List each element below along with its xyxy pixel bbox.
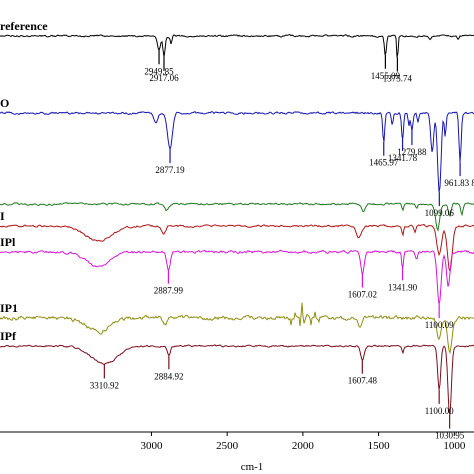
peak-label: 2877.19 — [155, 165, 185, 175]
series-label-ipf: IPf — [0, 329, 17, 343]
peak-label: 1465.97 — [369, 158, 399, 168]
peak-label: 1341.78 — [388, 153, 418, 163]
series-label-o: O — [0, 96, 9, 110]
peak-label: 2949.85 — [144, 66, 174, 76]
peak-label: 1100.09 — [425, 320, 454, 330]
spectrum-line-ip1 — [0, 302, 474, 355]
peak-label: 2917.06 — [149, 73, 179, 83]
series-label-reference: reference — [0, 19, 48, 33]
peak-label: 961.83 8 — [444, 178, 474, 188]
peak-label: 1279.88 — [397, 147, 427, 157]
peak-label: 1607.02 — [348, 290, 377, 300]
spectrum-line-series-3 — [0, 202, 474, 232]
peak-label: 3310.92 — [90, 380, 119, 390]
series-label-ipl: IPl — [0, 235, 16, 249]
peak-label: 1341.90 — [388, 282, 418, 292]
series-label-group: reference O I IPl IP1 IPf — [0, 19, 48, 343]
x-axis: 3000 2500 2000 1500 1000 — [0, 431, 474, 452]
x-tick-label: 1000 — [443, 440, 466, 452]
spectrum-line-ipf — [0, 344, 474, 415]
series-label-i: I — [0, 209, 5, 223]
x-tick-label: 1500 — [368, 440, 391, 452]
peak-label: 1030.95 — [435, 431, 465, 441]
x-axis-label: cm-1 — [241, 461, 264, 473]
peak-label: 2887.99 — [154, 286, 184, 296]
series-label-ip1: IP1 — [0, 301, 18, 315]
x-tick-label: 2000 — [292, 440, 315, 452]
peak-label: 1607.48 — [348, 376, 378, 386]
peak-label: 1375.74 — [383, 74, 413, 84]
spectrum-line-ipl — [0, 249, 474, 305]
peak-label: 2884.92 — [154, 371, 183, 381]
peak-label: 1100.00 — [425, 406, 454, 416]
spectrum-line-reference — [0, 34, 474, 58]
x-tick-label: 2500 — [216, 440, 239, 452]
spectrum-line-o — [0, 111, 474, 193]
spectrum-line-i — [0, 224, 474, 273]
peak-label: 1099.06 — [425, 208, 455, 218]
peak-label: 1455.09 — [371, 71, 401, 81]
x-tick-label: 3000 — [140, 440, 163, 452]
spectra-series-group — [0, 34, 474, 415]
